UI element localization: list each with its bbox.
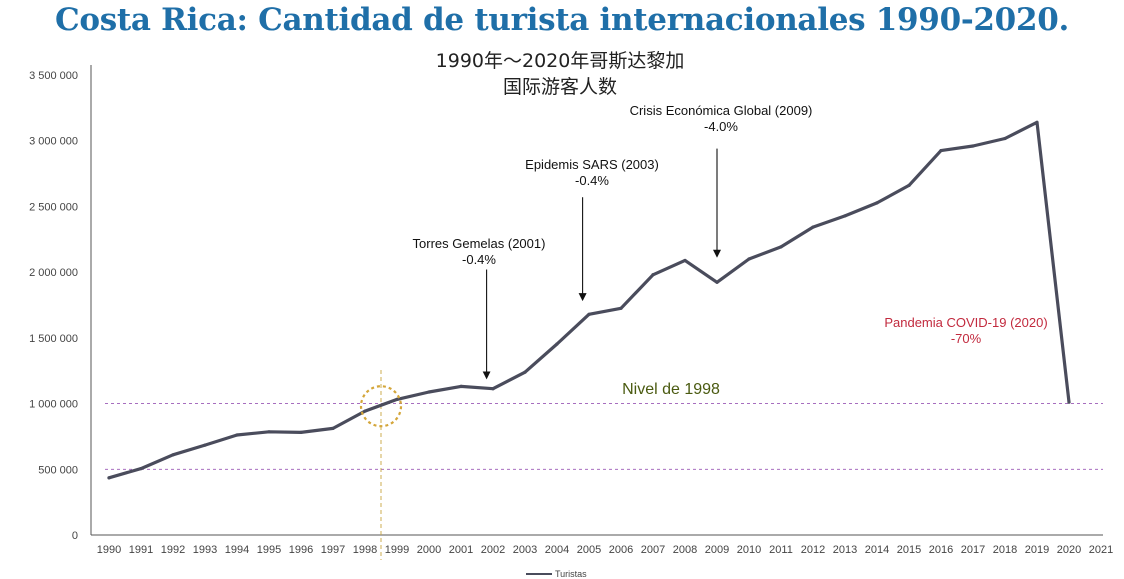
annotation-text: Crisis Económica Global (2009)	[630, 103, 813, 118]
data-point	[395, 397, 399, 401]
data-point	[715, 280, 719, 284]
data-point	[971, 144, 975, 148]
data-point	[139, 467, 143, 471]
x-tick-label: 2008	[673, 544, 697, 556]
data-point	[427, 390, 431, 394]
chart-subtitle-line-1: 1990年～2020年哥斯达黎加	[435, 50, 685, 72]
x-tick-label: 2003	[513, 544, 537, 556]
y-tick-label: 1 500 000	[29, 333, 78, 345]
x-tick-label: 2000	[417, 544, 441, 556]
annotation-text: Pandemia COVID-19 (2020)	[884, 315, 1047, 330]
data-point	[1003, 136, 1007, 141]
x-tick-label: 2012	[801, 544, 825, 556]
x-tick-label: 1992	[161, 544, 185, 556]
data-point	[203, 443, 207, 447]
x-tick-label: 2017	[961, 544, 985, 556]
y-tick-label: 3 000 000	[29, 136, 78, 148]
x-tick-label: 2007	[641, 544, 665, 556]
data-point	[459, 384, 463, 388]
data-point	[523, 370, 527, 374]
annotation-text: Epidemis SARS (2003)	[525, 157, 659, 172]
legend-label: Turistas	[555, 569, 587, 579]
annotation-text: -4.0%	[704, 119, 738, 134]
data-point	[555, 342, 559, 346]
annotation-text: -70%	[951, 331, 982, 346]
x-tick-label: 1994	[225, 544, 249, 556]
x-tick-label: 1996	[289, 544, 313, 556]
data-point	[1035, 120, 1039, 124]
x-tick-label: 2004	[545, 544, 569, 556]
data-point	[299, 430, 303, 434]
data-point	[811, 225, 815, 229]
data-point	[843, 214, 847, 218]
x-tick-label: 1997	[321, 544, 345, 556]
data-point	[171, 453, 175, 457]
annotation-text: Torres Gemelas (2001)	[413, 236, 546, 251]
y-tick-label: 2 000 000	[29, 267, 78, 279]
data-point	[363, 409, 367, 413]
data-point	[491, 387, 495, 391]
x-tick-label: 2015	[897, 544, 921, 556]
y-tick-label: 2 500 000	[29, 201, 78, 213]
highlight-circle	[359, 385, 403, 428]
data-point	[587, 312, 591, 316]
data-point	[267, 430, 271, 434]
chart-title: Costa Rica: Cantidad de turista internac…	[54, 2, 1069, 38]
x-tick-label: 1999	[385, 544, 409, 556]
x-tick-label: 2016	[929, 544, 953, 556]
x-tick-label: 1990	[97, 544, 121, 556]
data-point	[619, 306, 623, 310]
x-tick-label: 2001	[449, 544, 473, 556]
x-tick-label: 2014	[865, 544, 889, 556]
x-tick-label: 2018	[993, 544, 1017, 556]
data-point	[683, 258, 687, 263]
annotation-text: -0.4%	[575, 173, 609, 188]
x-tick-label: 2011	[769, 544, 793, 556]
x-tick-label: 2006	[609, 544, 633, 556]
data-point	[939, 148, 943, 153]
x-tick-label: 2005	[577, 544, 601, 556]
reference-label: Nivel de 1998	[622, 381, 720, 398]
x-tick-label: 1995	[257, 544, 281, 556]
x-tick-label: 1998	[353, 544, 377, 556]
annotation-text: -0.4%	[462, 252, 496, 267]
x-tick-label: 2009	[705, 544, 729, 556]
data-point	[107, 476, 111, 480]
x-tick-label: 2013	[833, 544, 857, 556]
y-tick-label: 1 000 000	[29, 399, 78, 411]
data-point	[779, 245, 783, 249]
y-tick-label: 3 500 000	[29, 70, 78, 82]
x-tick-label: 2020	[1057, 544, 1081, 556]
data-point	[235, 433, 239, 437]
data-point	[651, 273, 655, 277]
x-tick-label: 2021	[1089, 544, 1113, 556]
x-tick-label: 1993	[193, 544, 217, 556]
x-tick-label: 2010	[737, 544, 761, 556]
data-point	[747, 257, 751, 261]
y-tick-label: 500 000	[38, 464, 78, 476]
data-point	[1067, 400, 1071, 404]
x-tick-label: 1991	[129, 544, 153, 556]
data-point	[875, 201, 879, 205]
data-point	[907, 183, 911, 187]
x-tick-label: 2019	[1025, 544, 1049, 556]
data-point	[331, 426, 335, 431]
y-tick-label: 0	[72, 530, 78, 542]
x-tick-label: 2002	[481, 544, 505, 556]
chart-subtitle-line-2: 国际游客人数	[502, 76, 617, 98]
